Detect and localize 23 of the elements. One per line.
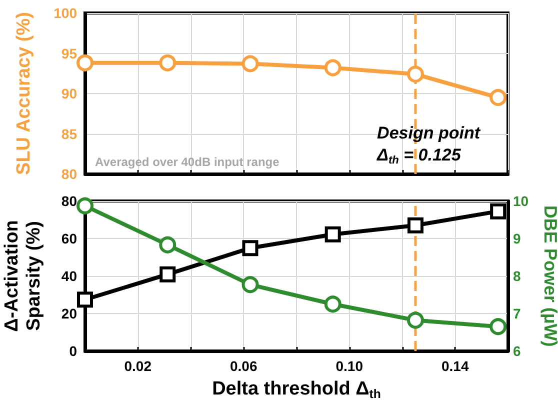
y2-tick-label: 8 bbox=[513, 268, 521, 284]
y-tick-label: 95 bbox=[61, 45, 78, 62]
y2-tick-label: 7 bbox=[513, 306, 521, 322]
x-tick-label: 0.06 bbox=[230, 358, 258, 374]
y-tick-label: 85 bbox=[61, 126, 78, 142]
y2-axis-title: DBE Power (µW) bbox=[540, 205, 558, 347]
y-tick-label: 40 bbox=[61, 268, 78, 284]
y-tick-label: 90 bbox=[61, 86, 78, 102]
y-tick-label: 80 bbox=[61, 193, 78, 209]
x-tick-label: 0.14 bbox=[442, 358, 469, 374]
y-axis-title: Δ-Activation Sparsity (%) bbox=[2, 220, 44, 332]
x-tick-label: 0.10 bbox=[336, 358, 364, 374]
y2-tick-label: 9 bbox=[513, 230, 521, 246]
y-tick-label: 0 bbox=[69, 343, 78, 359]
y2-tick-label: 6 bbox=[513, 343, 521, 359]
y-tick-label: 80 bbox=[61, 166, 78, 182]
annotation: Averaged over 40dB input range bbox=[95, 155, 280, 169]
y-tick-label: 60 bbox=[61, 230, 78, 246]
y-axis-title: SLU Accuracy (%) bbox=[14, 12, 34, 175]
x-tick-label: 0.02 bbox=[124, 358, 152, 374]
y-tick-label: 20 bbox=[61, 306, 78, 322]
y2-tick-label: 10 bbox=[513, 193, 529, 209]
y-tick-label: 100 bbox=[54, 5, 78, 21]
